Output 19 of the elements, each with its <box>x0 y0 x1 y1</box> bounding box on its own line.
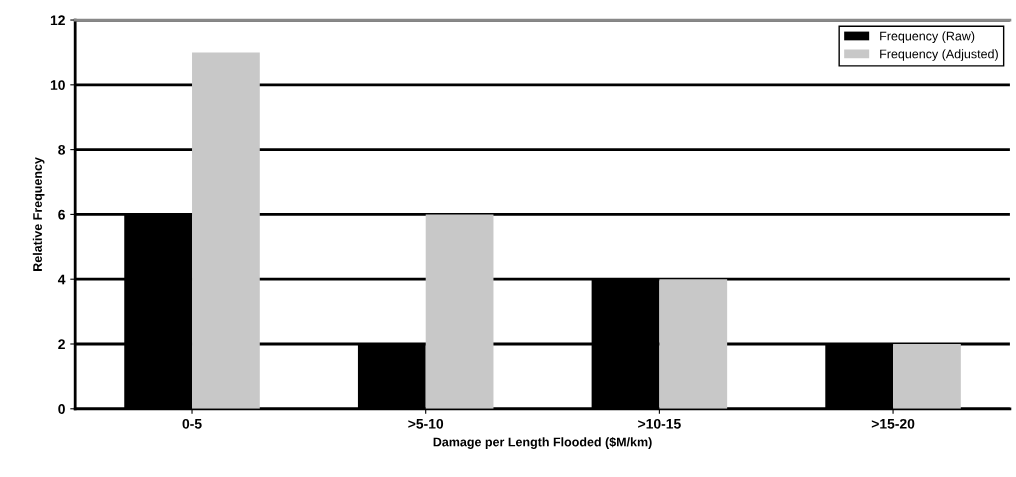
y-tick-label: 4 <box>57 274 66 285</box>
x-axis-title: Damage per Length Flooded ($M/km) <box>433 437 652 449</box>
legend-label: Frequency (Raw) <box>880 31 975 43</box>
bar <box>425 214 494 409</box>
y-axis-title: Relative Frequency <box>32 157 45 271</box>
y-tick-label: 6 <box>58 209 65 220</box>
legend-label: Frequency (Adjusted) <box>880 49 998 61</box>
x-tick-label: 0-5 <box>182 418 202 429</box>
x-tick-label: >15-20 <box>871 418 915 429</box>
bar <box>192 52 260 409</box>
bar <box>893 344 961 409</box>
y-tick-label: 0 <box>58 404 65 414</box>
y-tick-label: 8 <box>58 144 66 155</box>
x-tick-label: >5-10 <box>408 418 444 429</box>
x-tick-label: >10-15 <box>638 418 681 429</box>
y-tick-label: 10 <box>50 80 65 90</box>
y-tick-label: 12 <box>50 15 65 26</box>
y-tick-label: 2 <box>58 339 65 350</box>
bar <box>659 279 728 409</box>
